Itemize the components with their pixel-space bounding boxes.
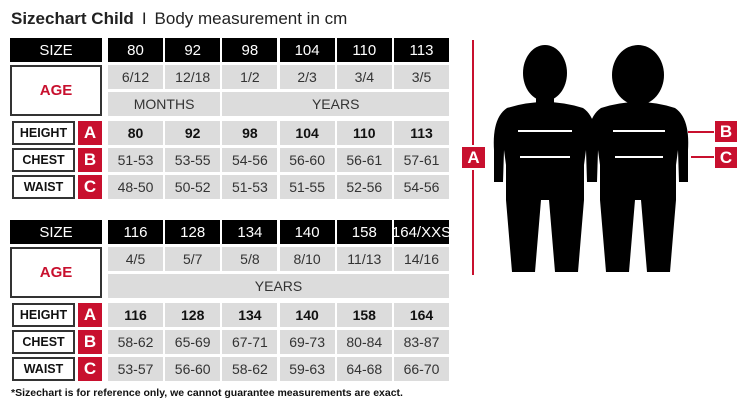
age-cell: 11/13 bbox=[336, 247, 392, 271]
marker-c: C bbox=[78, 357, 102, 381]
marker-a: A bbox=[78, 303, 102, 327]
age-cell: 3/5 bbox=[394, 65, 449, 89]
size-cell: 128 bbox=[165, 220, 221, 244]
girl-silhouette bbox=[587, 45, 689, 272]
height-cell: 164 bbox=[394, 303, 449, 327]
marker-c: C bbox=[715, 147, 737, 168]
height-cell: 110 bbox=[336, 121, 392, 145]
footnote: *Sizechart is for reference only, we can… bbox=[11, 387, 403, 399]
size-cell: 80 bbox=[108, 38, 163, 62]
waist-cell: 48-50 bbox=[108, 175, 163, 199]
marker-b: B bbox=[78, 148, 102, 172]
title-separator: I bbox=[141, 9, 147, 28]
waist-cell: 59-63 bbox=[279, 357, 335, 381]
title-subtitle: Body measurement in cm bbox=[154, 9, 348, 28]
size-header: SIZE bbox=[10, 220, 102, 244]
chest-cell: 56-60 bbox=[279, 148, 335, 172]
waist-label: WAIST bbox=[12, 175, 75, 199]
size-cell: 140 bbox=[279, 220, 335, 244]
boy-silhouette bbox=[493, 45, 597, 272]
size-cell: 134 bbox=[222, 220, 278, 244]
age-cell: 2/3 bbox=[279, 65, 335, 89]
age-unit-cell: YEARS bbox=[108, 274, 449, 298]
height-cell: 134 bbox=[222, 303, 278, 327]
chest-cell: 65-69 bbox=[165, 330, 221, 354]
age-cell: 12/18 bbox=[165, 65, 221, 89]
chest-cell: 56-61 bbox=[336, 148, 392, 172]
title-bold: Sizechart Child bbox=[11, 9, 134, 28]
waist-label: WAIST bbox=[12, 357, 75, 381]
chest-label: CHEST bbox=[12, 330, 75, 354]
chest-cell: 53-55 bbox=[165, 148, 221, 172]
age-cell: 6/12 bbox=[108, 65, 163, 89]
size-cell: 158 bbox=[336, 220, 392, 244]
age-cell: 5/8 bbox=[222, 247, 278, 271]
age-label: AGE bbox=[10, 247, 102, 298]
height-cell: 104 bbox=[279, 121, 335, 145]
chest-cell: 67-71 bbox=[222, 330, 278, 354]
age-cell: 4/5 bbox=[108, 247, 163, 271]
size-cell: 98 bbox=[222, 38, 278, 62]
marker-b: B bbox=[715, 121, 737, 142]
age-cell: 5/7 bbox=[165, 247, 221, 271]
waist-cell: 54-56 bbox=[394, 175, 449, 199]
age-unit-cell: YEARS bbox=[222, 92, 449, 116]
marker-a: A bbox=[78, 121, 102, 145]
waist-cell: 51-53 bbox=[222, 175, 278, 199]
measure-lines bbox=[518, 130, 665, 158]
size-cell: 116 bbox=[108, 220, 163, 244]
waist-cell: 56-60 bbox=[165, 357, 221, 381]
size-cell: 92 bbox=[165, 38, 221, 62]
chest-label: CHEST bbox=[12, 148, 75, 172]
chest-cell: 69-73 bbox=[279, 330, 335, 354]
age-label: AGE bbox=[10, 65, 102, 116]
age-cell: 8/10 bbox=[279, 247, 335, 271]
height-line bbox=[472, 40, 714, 275]
chest-cell: 51-53 bbox=[108, 148, 163, 172]
height-cell: 128 bbox=[165, 303, 221, 327]
marker-c: C bbox=[78, 175, 102, 199]
height-cell: 113 bbox=[394, 121, 449, 145]
waist-cell: 66-70 bbox=[394, 357, 449, 381]
height-cell: 140 bbox=[279, 303, 335, 327]
chest-cell: 80-84 bbox=[336, 330, 392, 354]
waist-cell: 52-56 bbox=[336, 175, 392, 199]
height-cell: 80 bbox=[108, 121, 163, 145]
size-cell: 113 bbox=[394, 38, 449, 62]
waist-cell: 50-52 bbox=[165, 175, 221, 199]
chest-cell: 54-56 bbox=[222, 148, 278, 172]
size-header: SIZE bbox=[10, 38, 102, 62]
chest-cell: 58-62 bbox=[108, 330, 163, 354]
waist-cell: 51-55 bbox=[279, 175, 335, 199]
marker-b: B bbox=[78, 330, 102, 354]
chest-cell: 83-87 bbox=[394, 330, 449, 354]
height-label: HEIGHT bbox=[12, 303, 75, 327]
marker-a: A bbox=[462, 147, 485, 168]
chest-cell: 57-61 bbox=[394, 148, 449, 172]
age-cell: 1/2 bbox=[222, 65, 278, 89]
height-cell: 116 bbox=[108, 303, 163, 327]
height-cell: 92 bbox=[165, 121, 221, 145]
age-cell: 14/16 bbox=[394, 247, 449, 271]
height-cell: 158 bbox=[336, 303, 392, 327]
waist-cell: 64-68 bbox=[336, 357, 392, 381]
age-unit-cell: MONTHS bbox=[108, 92, 221, 116]
age-cell: 3/4 bbox=[336, 65, 392, 89]
height-label: HEIGHT bbox=[12, 121, 75, 145]
size-cell: 164/XXS bbox=[392, 220, 451, 244]
size-cell: 104 bbox=[279, 38, 335, 62]
waist-cell: 58-62 bbox=[222, 357, 278, 381]
size-cell: 110 bbox=[336, 38, 392, 62]
height-cell: 98 bbox=[222, 121, 278, 145]
page-title: Sizechart Child I Body measurement in cm bbox=[11, 9, 347, 29]
waist-cell: 53-57 bbox=[108, 357, 163, 381]
